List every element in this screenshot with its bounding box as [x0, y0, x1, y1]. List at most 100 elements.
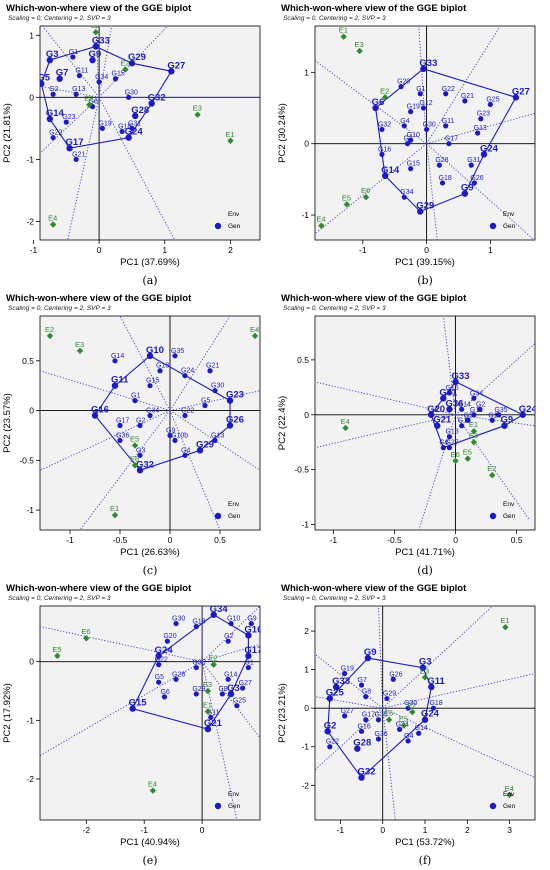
genotype-label: G22 [49, 130, 62, 137]
genotype-label: G15 [445, 385, 458, 392]
genotype-label: G35 [171, 348, 184, 355]
sector-ray [378, 606, 384, 709]
panel-letter: (c) [143, 564, 158, 577]
genotype-label: G2 [224, 633, 233, 640]
genotype-point [70, 54, 76, 60]
genotype-point [430, 705, 437, 711]
genotype-point [397, 726, 403, 732]
y-tick-label: -2 [301, 780, 309, 790]
genotype-point [202, 402, 208, 409]
y-tick-label: 0.5 [297, 355, 309, 365]
genotype-point [420, 65, 427, 73]
y-tick-label: 1 [29, 30, 34, 40]
genotype-label: G10 [488, 412, 501, 419]
genotype-label: G35 [192, 660, 205, 667]
environment-label: E2 [209, 654, 218, 663]
environment-label: E3 [420, 666, 429, 675]
genotype-point [172, 353, 178, 359]
genotype-label: G20 [397, 79, 410, 86]
genotype-label: G14 [381, 165, 400, 176]
legend-gen-marker [214, 222, 222, 230]
environment-label: E4 [250, 325, 259, 334]
genotype-point [342, 713, 348, 719]
genotype-label: G14 [415, 725, 428, 732]
genotype-point [50, 135, 56, 141]
genotype-point [446, 141, 452, 147]
genotype-label: G18 [156, 363, 169, 370]
sector-ray [201, 661, 260, 739]
genotype-label: G11 [207, 709, 220, 716]
genotype-label: G14 [224, 671, 237, 678]
genotype-point [91, 412, 99, 419]
environment-label: E6 [361, 186, 370, 195]
genotype-label: G10 [227, 616, 240, 623]
environment-point [131, 462, 139, 469]
environment-label: E4 [48, 213, 57, 222]
legend-env-label: Env [503, 211, 515, 218]
genotype-point [421, 716, 429, 723]
y-tick-label: -2 [26, 216, 34, 226]
chart-title: Which-won-where view of the GGE biplot [6, 293, 192, 304]
genotype-point [172, 437, 178, 444]
environment-label: E2 [45, 325, 54, 334]
y-tick-label: -1 [26, 715, 34, 725]
genotype-label: G14 [46, 108, 65, 119]
x-tick-label: 1 [162, 245, 167, 255]
which-won-where-polygon [375, 68, 517, 213]
which-won-where-polygon [131, 614, 249, 730]
genotype-point [245, 632, 252, 639]
genotype-point [225, 676, 231, 682]
genotype-point [207, 368, 213, 374]
legend-gen-marker [489, 512, 497, 520]
legend-env-label: Env [228, 211, 240, 218]
biplot-panel-f: Which-won-where view of the GGE biplot Sc… [275, 580, 550, 870]
genotype-label: G13 [72, 86, 85, 93]
genotype-label: G16 [244, 624, 262, 635]
y-tick-label: 1 [304, 665, 309, 675]
genotype-point [193, 691, 199, 697]
x-tick-label: 0 [380, 825, 385, 835]
genotype-point [245, 664, 252, 671]
y-axis-label: PC2 (23.21%) [277, 683, 288, 743]
genotype-point [210, 611, 217, 618]
genotype-point [112, 358, 118, 364]
genotype-label: G16 [378, 146, 391, 153]
legend-env-label: Env [228, 791, 240, 798]
genotype-point [117, 437, 123, 444]
legend-env-label: Env [503, 501, 515, 508]
environment-point [251, 332, 259, 340]
genotype-label: G24 [421, 709, 440, 720]
genotype-point [405, 738, 411, 744]
sector-ray [40, 626, 203, 663]
genotype-point [76, 73, 83, 79]
y-tick-label: 0 [304, 703, 309, 713]
genotype-point [245, 652, 252, 660]
plot-area [39, 315, 261, 531]
environment-label: E3 [203, 680, 212, 689]
genotype-point [419, 664, 427, 671]
environment-label: E3 [469, 431, 478, 440]
genotype-label: G10 [407, 132, 420, 139]
environment-point [149, 787, 157, 794]
genotype-label: G9 [461, 183, 474, 194]
environment-label: E2 [380, 86, 389, 95]
genotype-point [436, 162, 442, 168]
sector-ray [382, 673, 535, 709]
genotype-label: G24 [155, 645, 174, 656]
environment-label: E4 [148, 780, 157, 789]
genotype-label: G17 [244, 645, 262, 656]
genotype-label: G25 [486, 96, 499, 103]
x-axis-label: PC1 (37.69%) [120, 257, 180, 268]
genotype-label: G18 [118, 123, 131, 130]
environment-point [131, 442, 139, 449]
legend-gen-label: Gen [228, 223, 241, 230]
genotype-label: G31 [128, 120, 141, 127]
genotype-label: G21 [204, 718, 223, 729]
genotype-point [156, 679, 162, 685]
genotype-point [420, 105, 427, 111]
genotype-label: G29 [128, 52, 146, 63]
environment-label: E5 [52, 645, 61, 654]
environment-point [340, 33, 347, 40]
genotype-label: G22 [442, 86, 455, 93]
y-tick-label: -1 [26, 505, 34, 515]
